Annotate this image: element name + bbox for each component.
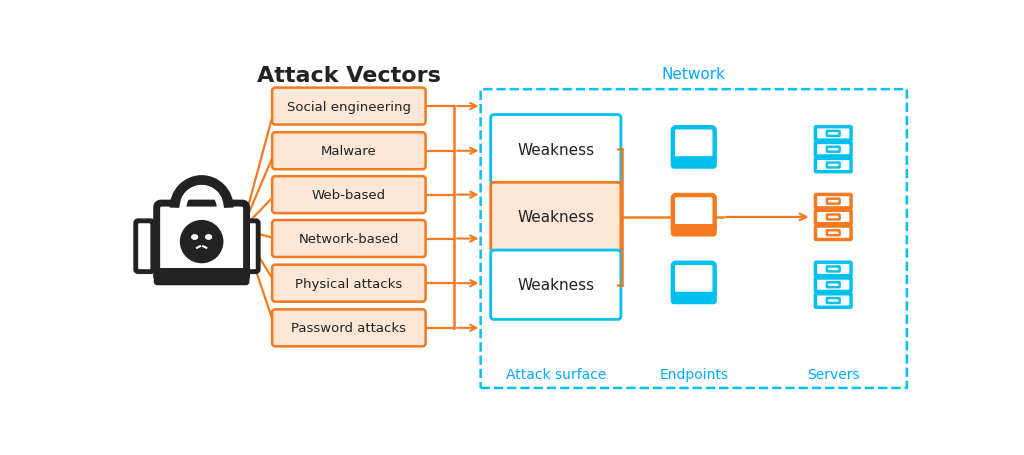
FancyBboxPatch shape — [815, 227, 851, 240]
Text: Weakness: Weakness — [517, 142, 594, 157]
Circle shape — [182, 223, 221, 261]
FancyBboxPatch shape — [490, 251, 621, 320]
FancyBboxPatch shape — [157, 204, 247, 280]
FancyBboxPatch shape — [272, 221, 426, 258]
Text: Password attacks: Password attacks — [292, 322, 407, 334]
FancyBboxPatch shape — [272, 133, 426, 170]
Text: Weakness: Weakness — [517, 278, 594, 293]
FancyBboxPatch shape — [673, 294, 715, 303]
FancyBboxPatch shape — [673, 196, 715, 231]
FancyBboxPatch shape — [272, 88, 426, 125]
FancyBboxPatch shape — [827, 231, 840, 236]
FancyBboxPatch shape — [272, 310, 426, 347]
Ellipse shape — [191, 235, 198, 240]
Text: Weakness: Weakness — [517, 210, 594, 225]
FancyBboxPatch shape — [272, 265, 426, 302]
FancyBboxPatch shape — [815, 159, 851, 172]
FancyBboxPatch shape — [673, 159, 715, 167]
Text: Malware: Malware — [321, 145, 377, 158]
Text: Social engineering: Social engineering — [287, 101, 411, 113]
FancyBboxPatch shape — [815, 263, 851, 276]
FancyBboxPatch shape — [136, 221, 153, 272]
Text: Network: Network — [662, 67, 726, 82]
FancyBboxPatch shape — [673, 227, 715, 235]
FancyBboxPatch shape — [272, 177, 426, 214]
Text: Physical attacks: Physical attacks — [295, 277, 402, 290]
FancyBboxPatch shape — [156, 270, 248, 283]
FancyBboxPatch shape — [673, 263, 715, 298]
FancyBboxPatch shape — [815, 127, 851, 141]
FancyBboxPatch shape — [827, 147, 840, 152]
Text: Web-based: Web-based — [312, 189, 386, 202]
Text: Endpoints: Endpoints — [659, 367, 728, 381]
FancyBboxPatch shape — [815, 143, 851, 157]
FancyBboxPatch shape — [827, 267, 840, 272]
FancyBboxPatch shape — [827, 283, 840, 288]
FancyBboxPatch shape — [241, 221, 258, 272]
FancyBboxPatch shape — [827, 131, 840, 136]
Text: Servers: Servers — [807, 367, 859, 381]
Text: Attack Vectors: Attack Vectors — [257, 66, 440, 86]
FancyBboxPatch shape — [827, 199, 840, 204]
FancyBboxPatch shape — [490, 115, 621, 184]
FancyBboxPatch shape — [827, 163, 840, 168]
FancyBboxPatch shape — [815, 211, 851, 224]
FancyBboxPatch shape — [827, 215, 840, 220]
FancyBboxPatch shape — [815, 278, 851, 292]
FancyBboxPatch shape — [827, 298, 840, 303]
Ellipse shape — [206, 235, 212, 240]
FancyBboxPatch shape — [815, 195, 851, 208]
FancyBboxPatch shape — [490, 183, 621, 252]
Text: Attack surface: Attack surface — [506, 367, 606, 381]
Text: Network-based: Network-based — [299, 233, 399, 246]
FancyBboxPatch shape — [815, 294, 851, 308]
FancyBboxPatch shape — [673, 128, 715, 163]
